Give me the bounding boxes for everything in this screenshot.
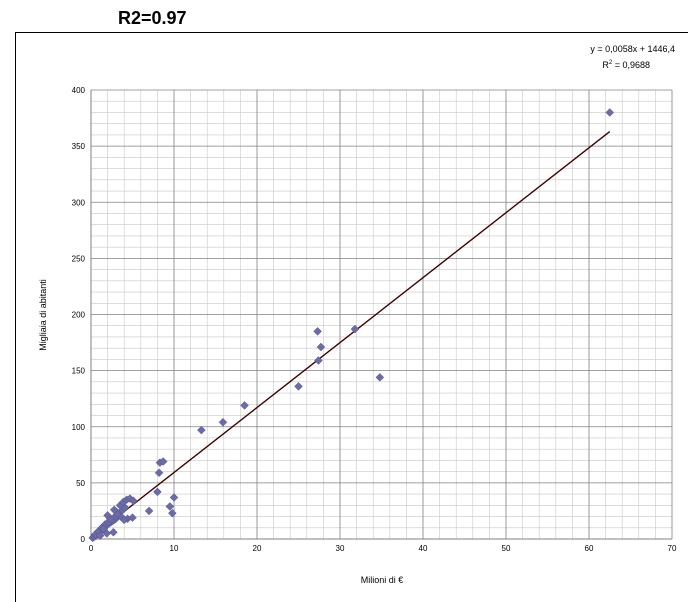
y-tick-label: 350 [72,142,86,151]
data-point [313,327,322,336]
y-axis-title: Migliaia di abitanti [38,279,48,351]
chart-heading: R2=0.97 [118,8,187,28]
trendline-equation: y = 0,0058x + 1446,4 [590,44,675,54]
trendline [90,130,611,538]
data-point [153,487,162,497]
y-tick-label: 50 [76,479,85,488]
data-point [158,457,168,466]
data-point [314,356,323,365]
r2-value: = 0,9688 [612,60,650,70]
y-tick-label: 250 [72,254,86,263]
points-layer [88,108,615,543]
x-tick-label: 50 [502,544,511,553]
data-point [168,508,177,518]
data-point [316,342,326,352]
trendline-layer [90,130,611,538]
y-tick-label: 400 [72,86,86,95]
data-point [165,502,175,511]
data-point [218,417,228,427]
data-point [95,531,105,540]
grid-layer [90,89,673,540]
x-tick-label: 60 [585,544,594,553]
data-point [113,510,122,519]
r-squared-label: R2 = 0,9688 [602,60,650,70]
r2-r: R [602,60,609,70]
x-tick-label: 70 [668,544,677,553]
data-point [109,527,118,537]
x-tick-label: 40 [419,544,428,553]
chart-frame [15,32,688,602]
data-point [605,108,615,117]
y-tick-label: 0 [81,535,86,544]
data-point [350,324,360,334]
y-tick-label: 150 [72,367,86,376]
r2-superscript: 2 [609,60,613,66]
tick-labels-layer: 0 10 20 30 40 50 60 70 0 50 100 150 200 250 300 350 400 [72,86,677,553]
data-point [144,506,154,516]
y-tick-label: 300 [72,198,86,207]
data-point [169,493,179,502]
x-tick-label: 20 [253,544,262,553]
data-point [240,401,249,410]
data-point [197,425,206,435]
data-point [103,511,112,520]
data-point [119,515,129,525]
x-tick-label: 30 [336,544,345,553]
x-tick-label: 0 [89,544,94,553]
data-point [294,382,303,391]
y-tick-label: 100 [72,423,86,432]
x-axis-title: Milioni di € [361,575,404,585]
data-point [154,468,164,478]
data-point [129,496,138,506]
data-point [128,513,137,522]
x-tick-label: 10 [170,544,179,553]
y-tick-label: 200 [72,311,86,320]
data-point [375,373,385,382]
